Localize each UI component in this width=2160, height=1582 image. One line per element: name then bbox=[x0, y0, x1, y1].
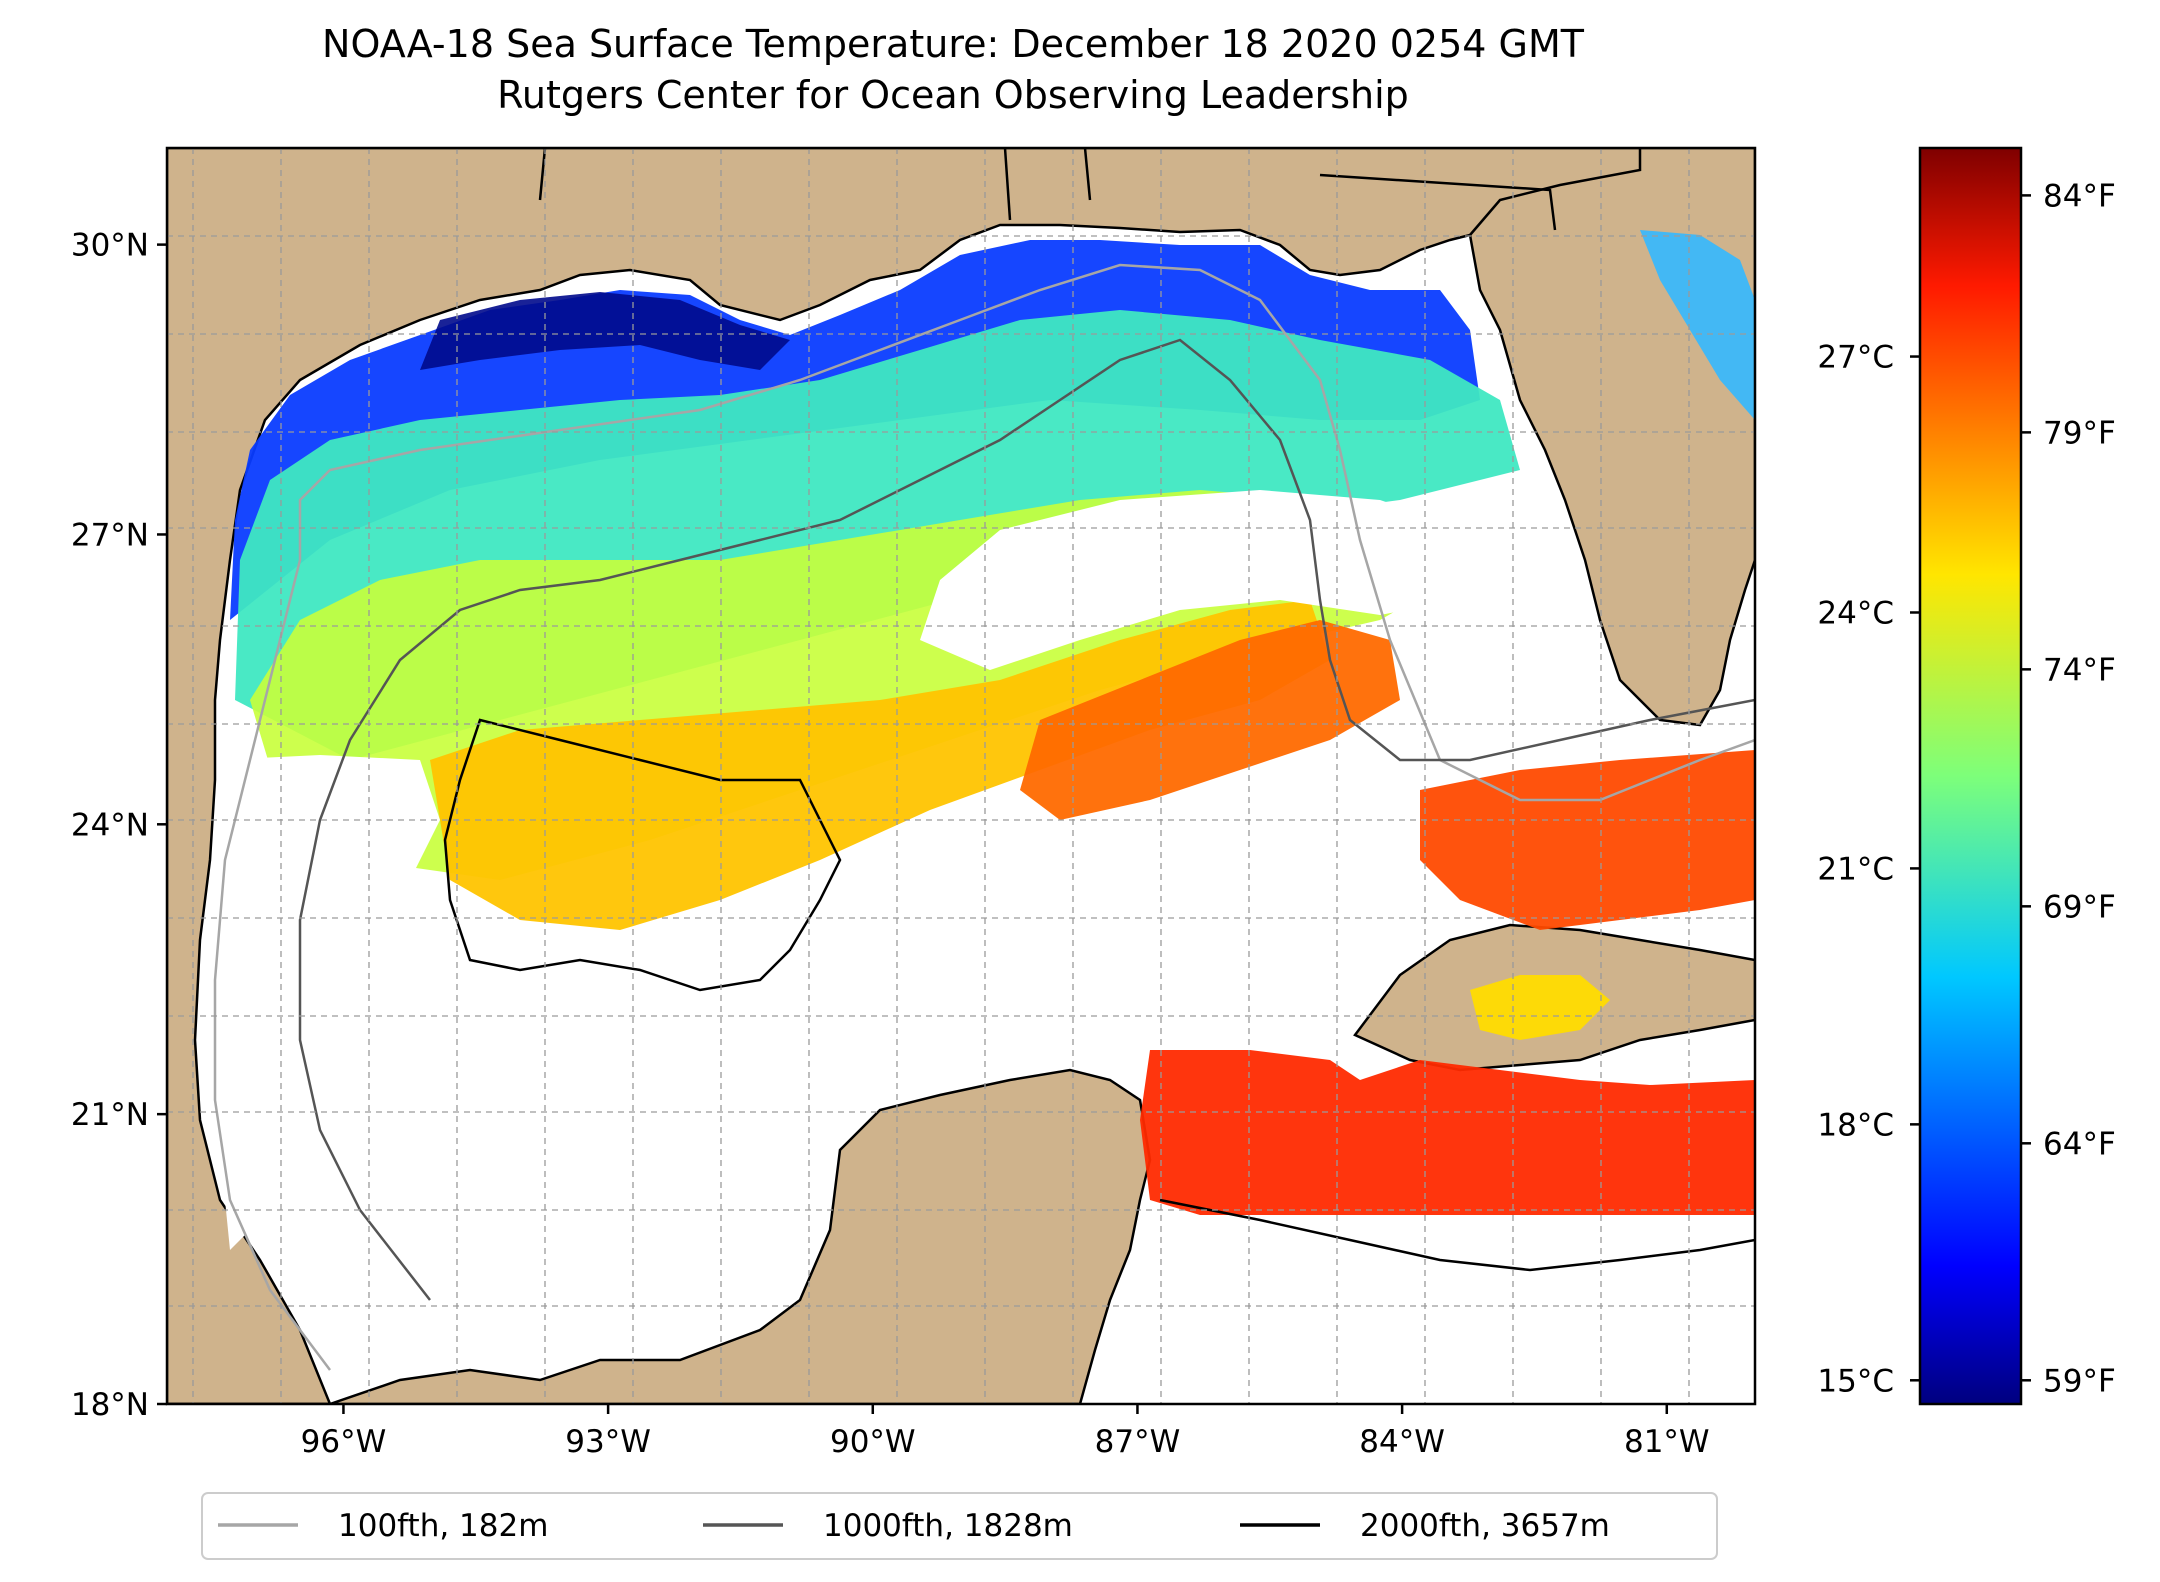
lon-tick-label: 84°W bbox=[1359, 1424, 1445, 1460]
sst-no-data-south-east bbox=[1210, 1218, 1755, 1404]
lat-tick-label: 21°N bbox=[71, 1097, 149, 1133]
lon-tick-label: 93°W bbox=[565, 1424, 651, 1460]
colorbar-fahrenheit-label: 74°F bbox=[2043, 652, 2116, 688]
contour-1000fth bbox=[298, 338, 1755, 1301]
legend-box bbox=[201, 1492, 1718, 1560]
colorbar-celsius-axis: 15°C 18°C 21°C 24°C 27°C bbox=[1817, 340, 1920, 1399]
sst-cloud-gap-south bbox=[440, 850, 1330, 1110]
colorbar-gradient bbox=[1918, 146, 2023, 1406]
colorbar-celsius-label: 15°C bbox=[1817, 1363, 1894, 1399]
colorbar-celsius-label: 27°C bbox=[1817, 340, 1894, 376]
map-frame bbox=[165, 146, 1757, 1406]
state-border-lines bbox=[538, 148, 1557, 231]
legend-label-2000fth: 2000fth, 3657m bbox=[1360, 1508, 1610, 1544]
legend-label-100fth: 100fth, 182m bbox=[338, 1508, 548, 1544]
map-gridlines bbox=[167, 148, 1755, 1404]
lon-tick-label: 87°W bbox=[1095, 1424, 1181, 1460]
contour-2000fth bbox=[443, 718, 1755, 1272]
land-us-gulf-coast bbox=[167, 148, 1755, 1404]
sst-cloud-gap-central bbox=[920, 490, 1460, 670]
latitude-axis: 18°N 21°N 24°N 27°N 30°N bbox=[71, 228, 167, 1423]
map-panel bbox=[167, 148, 1755, 1404]
sst-nearshore-coldest bbox=[420, 292, 790, 370]
colorbar-celsius-label: 24°C bbox=[1817, 595, 1894, 631]
colorbar-fahrenheit-label: 84°F bbox=[2043, 178, 2116, 214]
lat-tick-label: 24°N bbox=[71, 807, 149, 843]
lat-tick-label: 18°N bbox=[71, 1387, 149, 1423]
map-title-line-1: NOAA-18 Sea Surface Temperature: Decembe… bbox=[322, 22, 1585, 66]
sst-warm-patch-straits bbox=[1420, 750, 1755, 930]
legend-label-1000fth: 1000fth, 1828m bbox=[823, 1508, 1073, 1544]
map-title-line-2: Rutgers Center for Ocean Observing Leade… bbox=[497, 73, 1409, 117]
sst-band-yellow-orange bbox=[430, 600, 1330, 930]
land-yucatan-peninsula bbox=[167, 1068, 1152, 1404]
contour-100fth bbox=[213, 263, 1755, 1371]
sst-florida-atlantic bbox=[1640, 230, 1755, 420]
sst-warm-band-orange bbox=[1020, 620, 1400, 820]
lat-tick-label: 27°N bbox=[71, 517, 149, 553]
colorbar-fahrenheit-label: 79°F bbox=[2043, 415, 2116, 451]
colorbar-fahrenheit-label: 69°F bbox=[2043, 889, 2116, 925]
colorbar-celsius-label: 21°C bbox=[1817, 851, 1894, 887]
colorbar-fahrenheit-axis: 59°F 64°F 69°F 74°F 79°F 84°F bbox=[2021, 178, 2116, 1399]
colorbar-fahrenheit-label: 64°F bbox=[2043, 1126, 2116, 1162]
colorbar: 15°C 18°C 21°C 24°C 27°C 59°F 64°F 69°F 74°F 79°… bbox=[1817, 146, 2116, 1406]
lon-tick-label: 96°W bbox=[301, 1424, 387, 1460]
longitude-axis: 96°W 93°W 90°W 87°W 84°W 81°W bbox=[301, 1404, 1710, 1460]
colorbar-fahrenheit-label: 59°F bbox=[2043, 1363, 2116, 1399]
lon-tick-label: 81°W bbox=[1624, 1424, 1710, 1460]
colorbar-celsius-label: 18°C bbox=[1817, 1107, 1894, 1143]
lat-tick-label: 30°N bbox=[71, 228, 149, 264]
sst-yellow-patch-cuba bbox=[1470, 975, 1610, 1040]
sst-cloud-gap-west bbox=[212, 755, 440, 1250]
lon-tick-label: 90°W bbox=[830, 1424, 916, 1460]
legend: 100fth, 182m 1000fth, 1828m 2000fth, 365… bbox=[201, 1492, 1718, 1560]
